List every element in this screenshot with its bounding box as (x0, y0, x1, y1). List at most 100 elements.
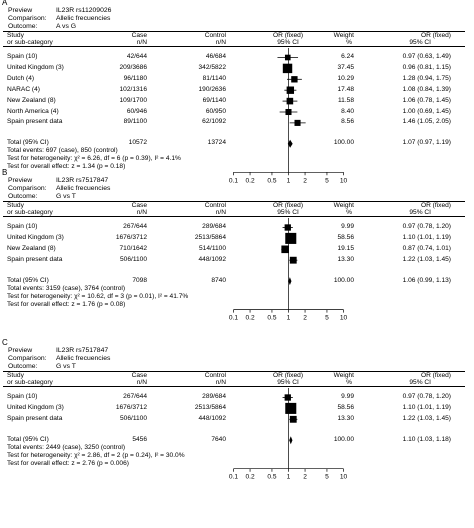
forest-plot: 0.1 0.2 0.5 1 2 5 10 (229, 48, 347, 184)
weight-value: 17.48 (337, 85, 354, 93)
point-estimate-square (285, 108, 292, 116)
comparison-label: Comparison: (8, 15, 47, 22)
comparison-label: Comparison: (8, 185, 47, 192)
x-tick-label: 1 (287, 315, 291, 322)
case-value: 209/3686 (119, 63, 147, 71)
or-ci-value: 1.46 (1.05, 2.05) (402, 118, 451, 126)
weight-value: 13.30 (337, 414, 354, 422)
divider-line (3, 386, 465, 387)
col-study-header: Study (7, 32, 24, 39)
weight-value: 37.45 (337, 63, 354, 71)
stats-line: Test for overall effect: z = 1.34 (p = 0… (7, 163, 126, 171)
stats-line: Total events: 3159 (case), 3764 (control… (7, 284, 126, 292)
point-estimate-square (291, 76, 298, 83)
case-value: 60/946 (126, 107, 147, 115)
study-name: United Kingdom (3) (7, 403, 64, 411)
forest-panel-b: B Preview IL23R rs7517847 Comparison: Alleli… (0, 169, 474, 340)
point-estimate-square (286, 97, 294, 105)
total-weight-value: 100.00 (333, 139, 354, 147)
control-value: 514/1100 (198, 244, 226, 252)
stats-line: Total events: 697 (case), 850 (control) (7, 147, 118, 155)
col-or-subheader: 95% CI (409, 209, 431, 216)
point-estimate-square (282, 63, 293, 74)
divider-line (3, 216, 465, 217)
or-ci-value: 1.22 (1.03, 1.45) (402, 255, 451, 263)
control-value: 46/684 (205, 53, 226, 60)
or-ci-value: 1.10 (1.01, 1.19) (402, 403, 451, 411)
total-control-value: 7640 (211, 435, 226, 443)
control-value: 448/1092 (198, 414, 226, 422)
x-tick-label: 0.1 (229, 315, 238, 322)
point-estimate-square (289, 415, 297, 423)
x-tick-label: 1 (287, 177, 291, 184)
col-or-subheader: 95% CI (409, 39, 431, 46)
preview-value: IL23R rs7517847 (56, 177, 109, 184)
comparison-value: Allelic frecuencies (56, 355, 111, 362)
col-weight-subheader: % (346, 39, 352, 46)
control-value: 2513/5864 (194, 403, 226, 411)
weight-value: 9.99 (341, 393, 354, 400)
col-control-header: Control (204, 202, 226, 209)
point-estimate-square (286, 86, 295, 94)
preview-label: Preview (8, 177, 33, 184)
case-value: 506/1100 (119, 414, 147, 422)
case-value: 89/1100 (123, 118, 147, 126)
pooled-estimate-diamond (288, 277, 292, 286)
control-value: 448/1092 (198, 255, 226, 263)
x-tick-label: 10 (340, 474, 348, 481)
x-tick-label: 0.2 (245, 315, 254, 322)
or-ci-value: 1.00 (0.69, 1.45) (402, 107, 451, 115)
stats-line: Test for heterogeneity: χ² = 6.26, df = … (7, 155, 181, 163)
point-estimate-square (294, 119, 301, 126)
col-study-header: Study (7, 202, 24, 209)
col-or-header: OR (fixed) (420, 202, 451, 209)
study-name: Spain (10) (7, 223, 38, 230)
forest-panel-a: A Preview IL23R rs11209026 Comparison: Allel… (0, 0, 474, 184)
case-value: 96/1180 (123, 74, 147, 82)
col-or-plot-subheader: 95% CI (277, 379, 299, 386)
col-or-header: OR (fixed) (420, 372, 451, 379)
total-case-value: 10572 (128, 139, 147, 147)
or-ci-value: 1.28 (0.94, 1.75) (402, 74, 451, 82)
preview-label: Preview (8, 7, 33, 14)
point-estimate-square (284, 394, 291, 401)
col-or-header: OR (fixed) (420, 32, 451, 39)
col-or-plot-subheader: 95% CI (277, 209, 299, 216)
col-case-subheader: n/N (136, 209, 147, 216)
weight-value: 8.56 (341, 118, 354, 126)
weight-value: 58.56 (337, 403, 354, 411)
study-name: New Zealand (8) (7, 244, 56, 252)
study-name: Spain present data (7, 118, 63, 126)
divider-line (3, 371, 465, 372)
point-estimate-square (284, 224, 291, 231)
col-or-plot-header: OR (fixed) (272, 32, 304, 39)
x-tick-label: 10 (340, 177, 348, 184)
col-or-plot-header: OR (fixed) (272, 202, 304, 209)
col-weight-subheader: % (346, 379, 352, 386)
control-value: 342/5822 (198, 63, 226, 71)
case-value: 267/644 (123, 223, 147, 230)
study-name: Spain (10) (7, 53, 38, 60)
divider-line (3, 46, 465, 47)
case-value: 102/1316 (119, 85, 147, 93)
case-value: 1676/3712 (115, 403, 147, 411)
point-estimate-square (289, 256, 297, 264)
x-tick-label: 0.2 (245, 474, 254, 481)
x-tick-label: 2 (303, 177, 307, 184)
point-estimate-square (285, 402, 297, 414)
study-name: NARAC (4) (7, 85, 40, 93)
col-case-subheader: n/N (136, 379, 147, 386)
or-ci-value: 1.22 (1.03, 1.45) (402, 414, 451, 422)
point-estimate-square (284, 54, 291, 61)
or-ci-value: 0.97 (0.78, 1.20) (402, 223, 451, 230)
case-value: 506/1100 (119, 255, 147, 263)
point-estimate-square (285, 232, 297, 244)
study-name: New Zealand (8) (7, 96, 56, 104)
weight-value: 9.99 (341, 223, 354, 230)
outcome-label: Outcome: (8, 193, 38, 200)
study-name: Spain present data (7, 255, 63, 263)
weight-value: 19.15 (337, 244, 354, 252)
pooled-estimate-diamond (289, 436, 293, 445)
col-control-header: Control (204, 32, 226, 39)
weight-value: 58.56 (337, 233, 354, 241)
